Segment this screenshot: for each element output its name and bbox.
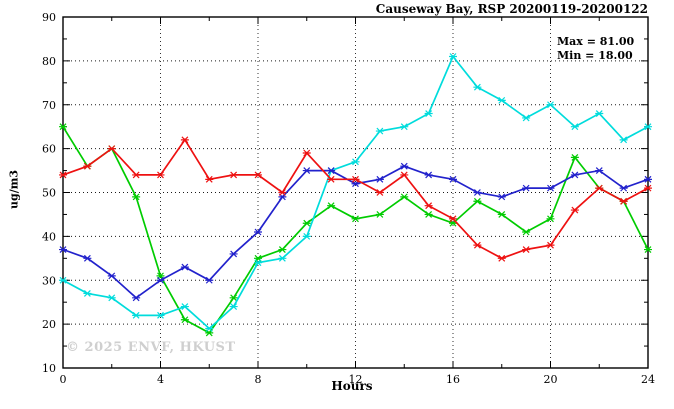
- y-tick-labels: 10 20 30 40 50 60 70 80 90: [42, 11, 56, 375]
- y-tick-label: 70: [42, 99, 56, 112]
- x-tick-label: 12: [349, 373, 363, 386]
- x-tick-labels: 0 4 8 12 16 20 24: [60, 373, 656, 386]
- x-tick-label: 16: [446, 373, 460, 386]
- y-tick-label: 80: [42, 55, 56, 68]
- max-annotation: Max = 81.00: [557, 35, 635, 48]
- y-tick-label: 40: [42, 230, 56, 243]
- y-axis-label: ug/m3: [7, 170, 21, 209]
- x-tick-label: 4: [157, 373, 164, 386]
- gridlines: [63, 17, 648, 368]
- x-axis-label: Hours: [331, 379, 373, 393]
- watermark: © 2025 ENVF, HKUST: [66, 340, 236, 355]
- x-tick-label: 8: [255, 373, 262, 386]
- chart-title: Causeway Bay, RSP 20200119-20200122: [375, 2, 648, 16]
- min-annotation: Min = 18.00: [557, 49, 633, 62]
- series-red: [59, 136, 652, 262]
- x-tick-label: 0: [60, 373, 67, 386]
- y-tick-label: 90: [42, 11, 56, 24]
- y-tick-label: 60: [42, 143, 56, 156]
- y-tick-label: 20: [42, 318, 56, 331]
- series-markers-red: [59, 136, 652, 262]
- y-tick-label: 10: [42, 362, 56, 375]
- series-blue: [59, 162, 652, 302]
- y-tick-label: 50: [42, 187, 56, 200]
- x-tick-label: 24: [641, 373, 655, 386]
- y-tick-label: 30: [42, 274, 56, 287]
- x-tick-label: 20: [544, 373, 558, 386]
- series-markers-blue: [59, 162, 652, 302]
